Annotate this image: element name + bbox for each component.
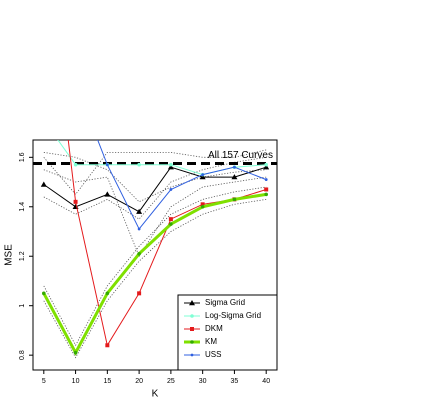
marker bbox=[201, 173, 205, 177]
marker bbox=[231, 174, 238, 180]
y-tick-label: 1.6 bbox=[19, 152, 26, 162]
marker bbox=[40, 181, 47, 187]
marker bbox=[105, 343, 110, 348]
marker bbox=[73, 199, 78, 204]
marker bbox=[74, 82, 77, 85]
y-tick-label: 1 bbox=[19, 304, 26, 308]
y-tick-label: 1.2 bbox=[19, 251, 26, 261]
x-tick-label: 40 bbox=[262, 378, 270, 385]
legend-marker bbox=[190, 353, 194, 357]
x-tick-label: 35 bbox=[231, 378, 239, 385]
marker bbox=[42, 118, 46, 122]
marker bbox=[264, 187, 269, 192]
x-tick-label: 15 bbox=[103, 378, 111, 385]
x-tick-label: 20 bbox=[135, 378, 143, 385]
x-tick-label: 30 bbox=[199, 378, 207, 385]
marker bbox=[136, 208, 143, 214]
marker bbox=[263, 164, 270, 170]
series-line bbox=[43, 166, 267, 213]
marker bbox=[105, 291, 110, 296]
legend-label: Sigma Grid bbox=[205, 298, 245, 307]
marker bbox=[137, 162, 141, 167]
marker bbox=[104, 191, 111, 197]
y-tick-label: 0.8 bbox=[19, 350, 26, 360]
marker bbox=[42, 291, 46, 296]
marker bbox=[105, 163, 109, 167]
background-curve bbox=[43, 186, 267, 347]
background-curve bbox=[43, 152, 267, 203]
marker bbox=[200, 202, 205, 207]
marker bbox=[167, 164, 174, 170]
marker bbox=[73, 162, 78, 167]
marker bbox=[264, 178, 268, 181]
marker bbox=[200, 204, 205, 209]
legend-marker bbox=[190, 327, 194, 331]
background-curve bbox=[43, 169, 267, 258]
marker bbox=[169, 188, 173, 191]
legend-label: USS bbox=[205, 350, 221, 359]
legend-label: Log-Sigma Grid bbox=[205, 311, 261, 320]
legend-marker bbox=[190, 314, 194, 318]
background-curve bbox=[43, 149, 267, 196]
background-curve bbox=[43, 199, 267, 359]
legend-label: KM bbox=[205, 337, 217, 346]
y-tick-label: 1.4 bbox=[19, 202, 26, 212]
marker bbox=[137, 227, 141, 231]
plot-layer bbox=[33, 57, 277, 359]
marker bbox=[233, 165, 236, 169]
legend-label: DKM bbox=[205, 324, 223, 333]
reference-label: All 157 Curves bbox=[208, 150, 273, 161]
marker bbox=[264, 192, 268, 197]
x-tick-label: 25 bbox=[167, 378, 175, 385]
plot-frame bbox=[32, 139, 278, 371]
legend-marker bbox=[190, 340, 194, 344]
x-tick-label: 5 bbox=[42, 378, 46, 385]
x-tick-label: 10 bbox=[72, 378, 80, 385]
marker bbox=[199, 174, 206, 180]
marker bbox=[73, 350, 78, 355]
x-axis-label: K bbox=[152, 389, 159, 400]
legend-marker bbox=[189, 300, 195, 306]
series-line bbox=[42, 192, 267, 356]
series-line bbox=[97, 140, 267, 230]
y-axis-label: MSE bbox=[4, 244, 15, 266]
marker bbox=[168, 217, 173, 222]
marker bbox=[42, 57, 45, 60]
marker bbox=[232, 197, 237, 202]
marker bbox=[264, 162, 268, 167]
marker bbox=[137, 251, 141, 256]
marker bbox=[137, 291, 142, 296]
legend-box bbox=[177, 294, 278, 371]
marker bbox=[169, 222, 173, 226]
marker bbox=[169, 162, 173, 167]
